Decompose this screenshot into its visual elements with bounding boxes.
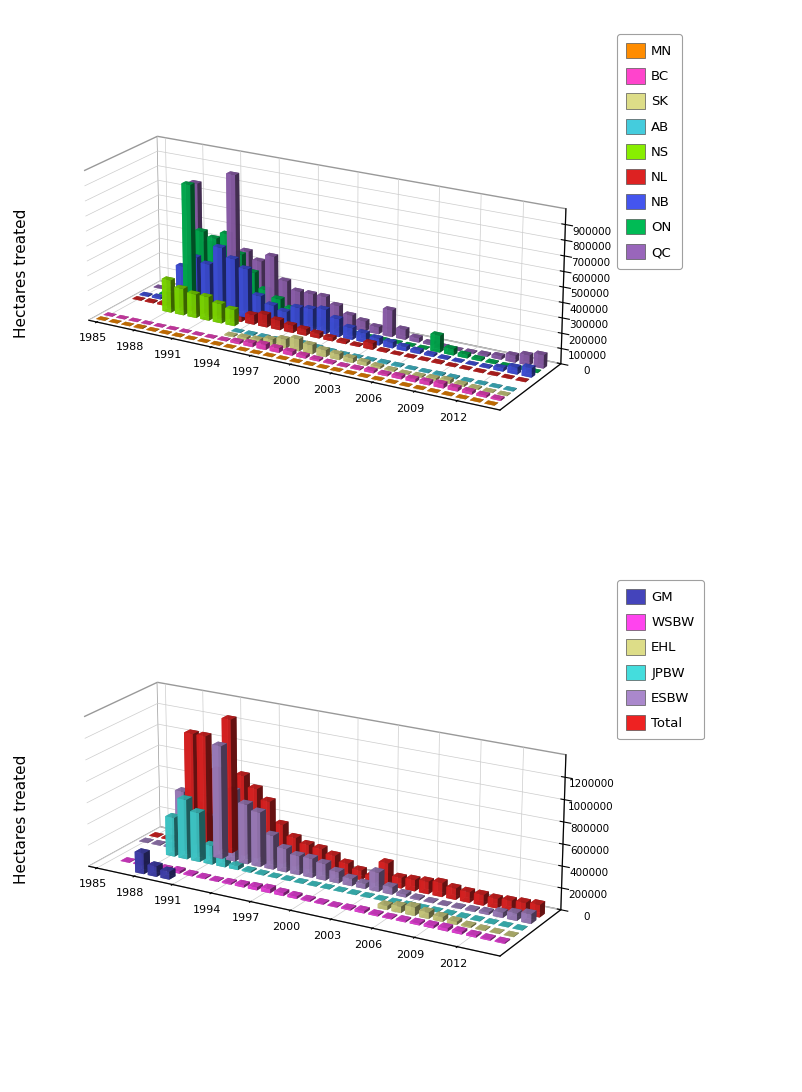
Legend: MN, BC, SK, AB, NS, NL, NB, ON, QC: MN, BC, SK, AB, NS, NL, NB, ON, QC: [616, 34, 681, 269]
Legend: GM, WSBW, EHL, JPBW, ESBW, Total: GM, WSBW, EHL, JPBW, ESBW, Total: [616, 580, 703, 739]
Text: Hectares treated: Hectares treated: [14, 209, 30, 337]
Text: Hectares treated: Hectares treated: [14, 755, 30, 883]
